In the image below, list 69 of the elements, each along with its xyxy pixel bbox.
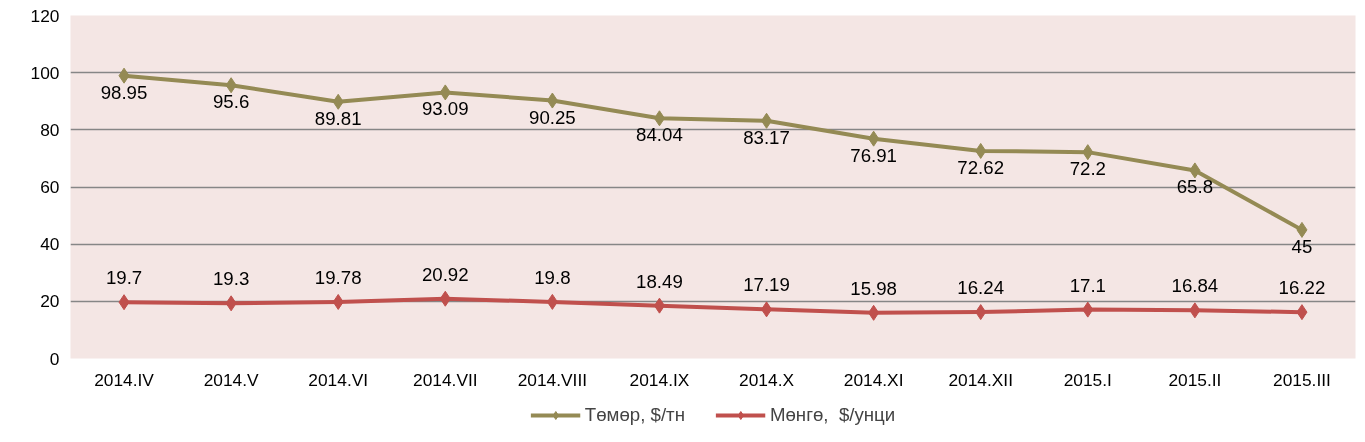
point [332,93,344,110]
data-label: 16.22 [1278,277,1326,299]
data-label: 90.25 [529,106,576,128]
x-tick-label: 2014.VI [308,369,369,390]
y-tick-label: 80 [40,119,60,140]
data-label: 19.3 [212,268,250,290]
point [653,110,665,127]
data-label: 84.04 [636,124,683,146]
point [546,92,558,109]
point [118,67,130,84]
x-tick-label: 2014.V [203,369,260,390]
point [761,112,773,129]
point [1082,301,1094,318]
data-label: 19.8 [534,266,571,288]
x-tick-label: 2014.XII [948,369,1013,390]
data-label: 19.7 [105,267,143,289]
data-label: 89.81 [314,107,362,129]
legend-label: Мөнгө, $/унци [769,403,896,426]
point [1296,221,1308,238]
point [975,142,987,159]
y-tick-label: 100 [30,62,60,83]
data-label: 72.62 [957,156,1005,178]
x-tick-label: 2014.IX [629,369,690,390]
data-label: 20.92 [421,263,469,285]
point [1296,304,1308,321]
data-label: 72.2 [1069,158,1106,180]
x-tick-label: 2015.I [1063,369,1112,390]
x-tick-label: 2014.XI [843,369,904,390]
point [118,294,130,311]
x-tick-label: 2014.X [739,369,795,390]
data-label: 18.49 [636,270,683,292]
data-label: 95.6 [212,91,250,113]
point [653,297,665,314]
data-label: 93.09 [421,98,469,120]
point [546,293,558,310]
point [1189,302,1201,319]
data-label: 16.84 [1171,275,1219,297]
point [439,290,451,307]
data-label: 76.91 [850,144,897,166]
x-tick-label: 2014.IV [94,369,155,390]
data-label: 15.98 [850,277,897,299]
y-tick-label: 120 [30,5,60,26]
point [332,293,344,310]
point [868,130,880,147]
y-tick-label: 60 [40,177,60,197]
data-label: 83.17 [743,126,790,148]
point [225,295,237,312]
y-tick-label: 20 [40,291,60,312]
data-label: 98.95 [100,81,148,103]
data-label: 45 [1291,235,1313,257]
x-tick-label: 2014.VIII [517,369,588,390]
x-tick-label: 2015.II [1168,369,1222,390]
point [1082,144,1094,161]
data-label: 16.24 [957,277,1005,299]
point [225,77,237,94]
y-tick-label: 0 [49,348,60,369]
data-label: 17.1 [1069,274,1106,296]
point [1189,162,1201,179]
data-label: 65.8 [1176,176,1214,198]
point [761,301,773,318]
point [439,84,451,101]
data-label: 17.19 [743,274,790,296]
point [868,304,880,321]
x-tick-label: 2014.VII [413,369,478,390]
legend-label: Төмөр, $/тн [584,403,685,426]
x-tick-label: 2015.III [1273,369,1331,390]
point [975,304,987,321]
data-label: 19.78 [314,266,362,288]
y-tick-label: 40 [40,234,60,255]
